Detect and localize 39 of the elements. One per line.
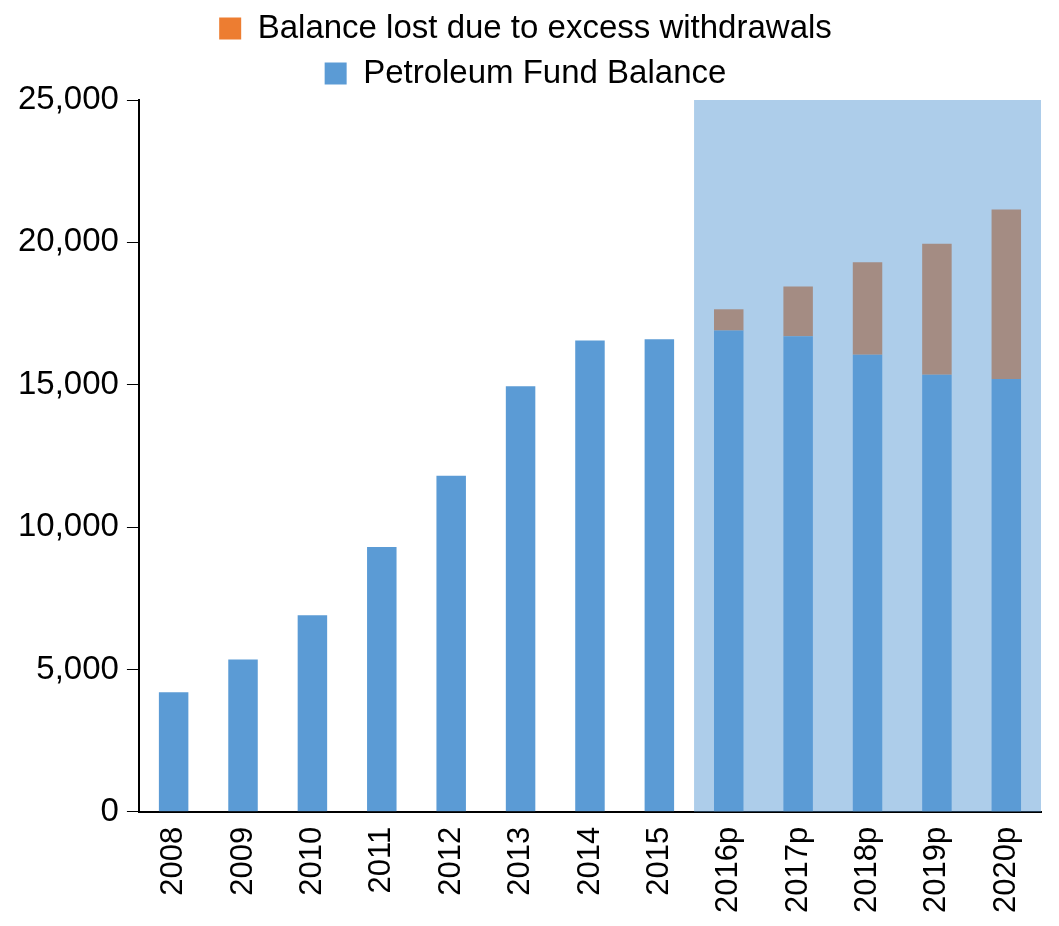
- bar: [852, 262, 883, 355]
- x-tick-label: 2017p: [778, 826, 814, 914]
- x-tick-label: 2011: [362, 826, 398, 894]
- x-tick-label: 2009: [223, 826, 259, 896]
- bar: [783, 336, 813, 812]
- legend-label: Petroleum Fund Balance: [363, 52, 727, 90]
- bar: [436, 475, 466, 812]
- x-tick-label: 2018p: [848, 826, 884, 914]
- bar: [714, 330, 744, 812]
- bar: [367, 547, 397, 812]
- bar: [922, 243, 952, 375]
- bar: [297, 615, 328, 812]
- y-tick-label: 20,000: [18, 221, 119, 259]
- y-tick-label: 15,000: [18, 363, 119, 401]
- y-tick-label: 25,000: [18, 79, 119, 117]
- x-tick-label: 2016p: [709, 826, 745, 914]
- bar: [922, 374, 952, 812]
- bar: [714, 309, 744, 331]
- x-tick-label: 2019p: [917, 826, 953, 914]
- legend-label: Balance lost due to excess withdrawals: [257, 7, 832, 45]
- y-tick-label: 0: [100, 790, 119, 828]
- x-tick-label: 2008: [154, 826, 190, 896]
- x-tick-label: 2012: [431, 826, 467, 896]
- bar: [575, 340, 605, 812]
- bar: [644, 339, 675, 812]
- x-tick-label: 2014: [570, 826, 606, 896]
- bar: [783, 286, 813, 337]
- bar: [852, 354, 883, 812]
- y-tick-label: 10,000: [18, 506, 119, 544]
- y-tick-label: 5,000: [36, 648, 119, 686]
- bar: [228, 659, 258, 812]
- x-tick-label: 2013: [501, 826, 537, 896]
- bar: [991, 209, 1022, 380]
- x-tick-label: 2020p: [986, 826, 1022, 914]
- bar: [158, 692, 189, 812]
- x-tick-label: 2010: [292, 826, 328, 896]
- x-tick-label: 2015: [639, 826, 675, 896]
- bar: [505, 386, 536, 812]
- bar: [991, 379, 1022, 812]
